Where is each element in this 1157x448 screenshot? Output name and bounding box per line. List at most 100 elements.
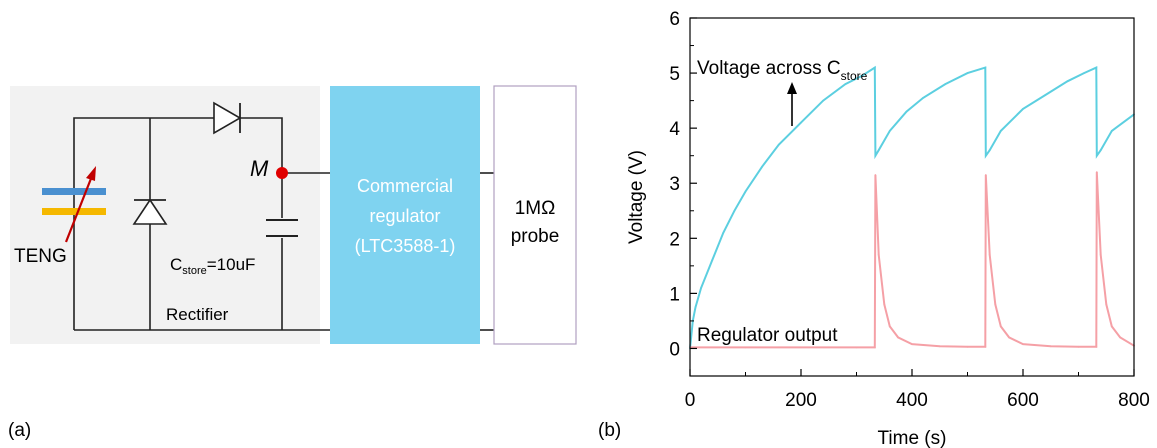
data-point-s1-1 [744,346,747,349]
data-point-s1-18 [1008,336,1010,339]
annotation-voltage-across-cstore: Voltage across Cstore [697,58,868,83]
data-point-s0-20 [944,83,947,85]
y-tick-label-0: 0 [669,339,680,360]
data-point-s0-12 [844,83,847,85]
data-point-s0-22 [984,66,987,69]
data-point-s1-11 [938,345,941,348]
teng-icon [42,166,106,243]
y-tick-label-4: 4 [669,119,680,140]
y-axis-label: Voltage (V) [626,150,647,244]
series-line-1 [690,172,1135,349]
data-point-s0-24 [988,149,991,152]
data-point-s0-14 [873,66,876,69]
data-point-s0-4 [711,259,714,262]
cstore-label: Cstore=10uF [170,255,255,277]
data-point-s1-5 [874,174,877,176]
data-point-s0-6 [733,209,736,212]
teng-plate-bottom [42,208,106,215]
data-point-s0-3 [700,287,702,289]
data-point-s1-9 [897,336,899,339]
data-point-s0-25 [999,130,1002,132]
y-tick-label-6: 6 [669,9,680,30]
node-m-label: M [250,156,269,181]
data-point-s1-2 [800,346,802,349]
data-point-s1-6 [877,253,880,256]
rectifier-label: Rectifier [166,305,229,324]
node-m-dot [276,167,288,179]
data-point-s1-25 [1105,303,1108,306]
data-point-s1-12 [966,345,969,348]
data-point-s0-2 [694,306,697,309]
data-point-s0-15 [874,154,877,157]
probe-box [493,85,577,345]
data-point-s1-26 [1110,325,1113,328]
data-point-s1-17 [999,325,1002,328]
panel-b: (b) 0 200 400 600 800 0 1 2 3 4 5 6 Time (s) Voltage … [598,9,1150,448]
y-tick-label-2: 2 [669,229,680,250]
data-point-s0-23 [984,154,987,157]
y-tick-label-1: 1 [669,284,680,305]
data-point-s0-21 [966,72,969,74]
data-point-s0-7 [744,190,747,193]
teng-plate-top [42,188,106,195]
data-point-s1-15 [988,253,991,256]
diode-vertical-icon [132,198,168,225]
probe-line-1: 1MΩ [515,198,556,219]
y-tick-label-3: 3 [669,174,680,195]
data-point-s0-33 [1110,130,1113,132]
data-point-s0-9 [777,143,780,146]
annotation-regulator-output: Regulator output [697,325,838,346]
teng-label: TENG [14,246,67,267]
data-point-s1-10 [911,343,913,345]
data-point-s0-8 [761,165,763,168]
regulator-box [330,86,480,344]
data-point-s0-32 [1099,149,1102,152]
y-tick-label-5: 5 [669,64,680,85]
data-point-s1-14 [984,174,987,176]
data-point-s0-29 [1083,72,1085,74]
diode-icon [213,101,242,135]
annotation-arrow-icon [787,82,797,126]
data-point-s0-30 [1095,66,1098,69]
data-point-s0-31 [1095,154,1098,157]
data-point-s0-10 [800,121,802,124]
data-point-s0-5 [722,231,725,234]
data-point-s1-7 [883,303,886,306]
x-tick-label-200: 200 [785,390,817,411]
chart: 0 200 400 600 800 0 1 2 3 4 5 6 Time (s) Voltage (V) [626,9,1150,448]
probe-line-2: probe [511,226,560,247]
data-point-s0-13 [861,74,863,77]
x-tick-label-600: 600 [1007,390,1039,411]
data-point-s1-23 [1095,171,1098,174]
data-point-s1-3 [855,346,858,349]
data-point-s1-27 [1119,336,1121,339]
regulator-line-2: regulator [369,206,440,226]
x-tick-label-0: 0 [685,390,696,411]
data-point-s0-11 [822,99,825,102]
x-axis-label: Time (s) [878,428,947,448]
x-tick-label-400: 400 [896,390,928,411]
data-point-s0-18 [905,110,908,113]
regulator-line-1: Commercial [357,176,453,196]
data-point-s1-22 [1095,345,1098,348]
data-point-s1-4 [873,346,876,349]
panel-b-label: (b) [598,420,621,441]
data-point-s0-26 [1022,108,1024,110]
regulator-line-3: (LTC3588-1) [355,236,456,256]
data-point-s1-16 [994,303,997,306]
capacitor-icon [266,219,298,237]
series-line-0 [689,65,1135,349]
data-point-s0-16 [877,149,880,152]
x-tick-label-800: 800 [1118,390,1150,411]
data-point-s1-19 [1022,343,1024,345]
panel-a-label: (a) [8,420,31,441]
data-point-s1-13 [984,345,987,348]
panel-a: M TENG Cstore=10uF Rectifier Commercial … [8,85,577,441]
data-point-s1-24 [1099,253,1102,256]
data-point-s0-19 [922,97,924,99]
data-point-s1-20 [1049,345,1052,348]
data-point-s0-17 [888,130,891,132]
data-point-s1-21 [1077,345,1080,348]
data-point-s1-8 [888,325,891,328]
